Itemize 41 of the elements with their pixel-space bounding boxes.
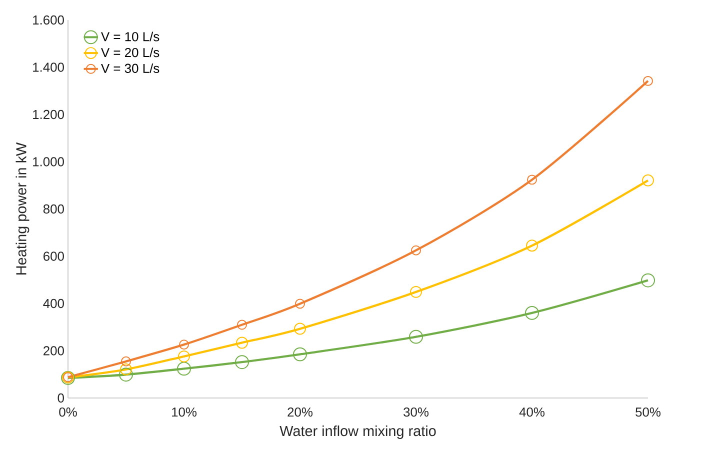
point: [235, 355, 249, 370]
point: [179, 340, 189, 350]
point: [295, 298, 305, 309]
x-tick-label: 20%: [288, 407, 312, 417]
legend-label: V = 10 L/s: [101, 32, 160, 42]
legend-label: V = 30 L/s: [101, 63, 160, 73]
x-tick-label: 10%: [172, 407, 196, 417]
y-tick-label: 1.000: [33, 157, 64, 166]
y-tick-label: 1.200: [33, 110, 64, 120]
point: [641, 273, 655, 288]
x-axis-title: Water inflow mixing ratio: [280, 426, 436, 439]
y-tick-label: 400: [43, 298, 64, 308]
point: [294, 322, 306, 335]
y-tick-label: 1.600: [33, 15, 64, 25]
point: [409, 330, 423, 344]
y-tick-label: 200: [44, 346, 64, 356]
point: [293, 347, 307, 362]
point: [178, 350, 190, 362]
point: [237, 320, 247, 330]
point: [526, 240, 538, 252]
y-axis-title: Heating power in kW: [16, 142, 30, 274]
y-tick-label: 1.400: [33, 62, 64, 72]
point: [411, 245, 421, 256]
x-tick-label: 40%: [519, 407, 545, 417]
point: [121, 356, 131, 366]
point: [120, 363, 132, 376]
point: [643, 76, 653, 86]
y-tick-label: 600: [44, 252, 64, 261]
point: [642, 174, 654, 186]
point: [410, 286, 422, 298]
point: [525, 306, 539, 320]
point: [527, 174, 537, 185]
point: [177, 362, 191, 376]
y-tick-label: 0: [58, 393, 64, 403]
legend-label: V = 20 L/s: [101, 48, 160, 58]
x-tick-label: 50%: [636, 407, 661, 417]
point: [119, 368, 133, 382]
x-tick-label: 30%: [404, 407, 429, 417]
point: [236, 336, 248, 349]
y-tick-label: 800: [43, 204, 64, 214]
x-tick-label: 0%: [59, 407, 77, 417]
